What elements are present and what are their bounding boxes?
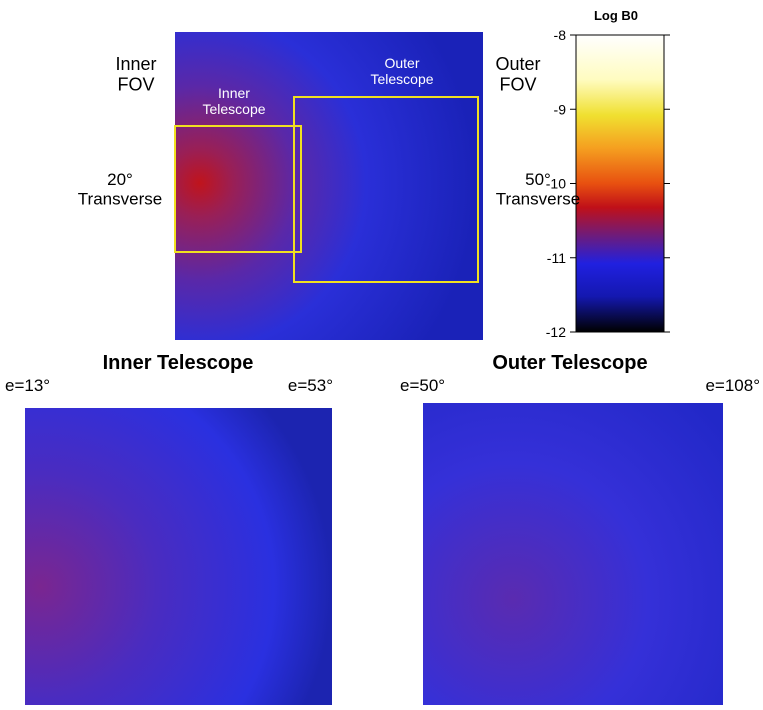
tick-label: -8 (554, 27, 567, 43)
colorbar-title: Log B0 (594, 8, 638, 23)
tick-label: -12 (546, 324, 566, 340)
figure: InnerFOV OuterFOV 20°Transverse 50°Trans… (0, 0, 763, 705)
label: 50°Transverse (496, 170, 580, 209)
label: 20°Transverse (78, 170, 162, 209)
top-map (175, 32, 483, 340)
outer-map (423, 403, 723, 705)
panel-title: Outer Telescope (492, 352, 647, 374)
tick-label: -9 (554, 101, 567, 117)
label: e=13° (5, 376, 50, 395)
label: e=50° (400, 376, 445, 395)
panel-title: Inner Telescope (103, 352, 254, 374)
inner-map (25, 408, 332, 705)
tick-label: -11 (547, 250, 566, 266)
tick-label: -10 (546, 176, 566, 192)
label: e=53° (288, 376, 333, 395)
label: e=108° (705, 376, 760, 395)
colorbar (576, 35, 664, 332)
